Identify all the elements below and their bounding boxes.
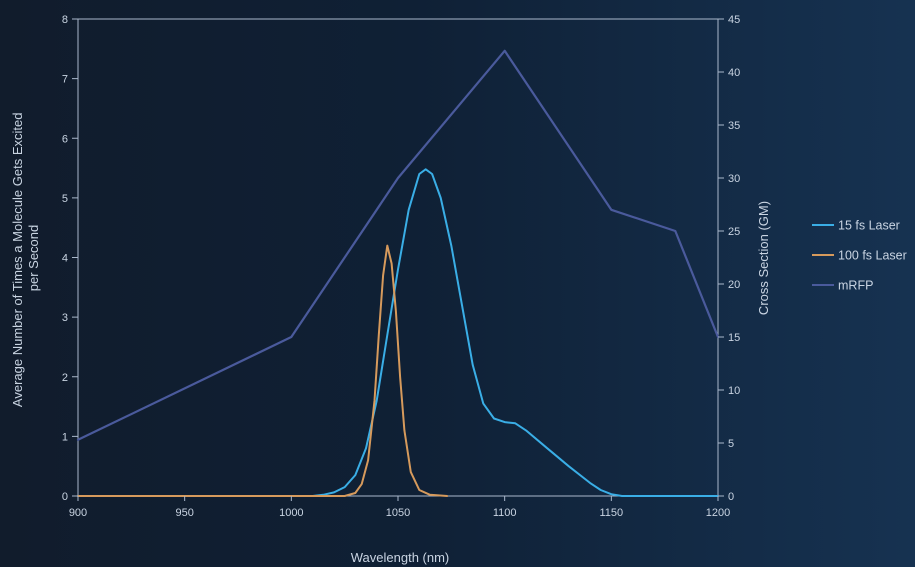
y2-tick-label: 0 <box>728 491 734 503</box>
legend-label: mRFP <box>838 279 873 293</box>
y-tick-label: 4 <box>62 253 68 265</box>
series-line-mrfp <box>76 49 720 441</box>
x-tick-label: 1200 <box>706 507 730 519</box>
y-tick-label: 8 <box>62 14 68 26</box>
legend: 15 fs Laser 100 fs Laser mRFP <box>812 219 907 293</box>
x-tick-label: 900 <box>69 507 87 519</box>
y2-axis-ticks: 0 5 10 15 20 25 30 35 40 45 <box>718 14 740 503</box>
y2-axis-title: Cross Section (GM) <box>756 201 771 315</box>
x-axis-ticks: 900 950 1000 1050 1100 1150 1200 <box>69 496 730 519</box>
y-axis-ticks: 0 1 2 3 4 5 6 7 8 <box>62 14 78 503</box>
y2-tick-label: 20 <box>728 279 740 291</box>
y2-tick-label: 5 <box>728 438 734 450</box>
y2-tick-label: 35 <box>728 120 740 132</box>
y-axis-title-line-2: per Second <box>26 225 41 292</box>
series-line-15-fs-laser <box>77 168 719 497</box>
series-line-100-fs-laser <box>77 244 449 497</box>
y2-tick-label: 15 <box>728 332 740 344</box>
x-tick-label: 1050 <box>386 507 410 519</box>
y2-tick-label: 45 <box>728 14 740 26</box>
y-tick-label: 6 <box>62 133 68 145</box>
y-tick-label: 2 <box>62 372 68 384</box>
y-tick-label: 3 <box>62 312 68 324</box>
y-axis-title-line-1: Average Number of Times a Molecule Gets … <box>10 113 25 408</box>
x-tick-label: 1000 <box>279 507 303 519</box>
x-tick-label: 1100 <box>493 507 517 519</box>
y-tick-label: 1 <box>62 431 68 443</box>
x-tick-label: 1150 <box>600 507 624 519</box>
legend-label: 15 fs Laser <box>838 219 900 233</box>
y-tick-label: 0 <box>62 491 68 503</box>
plot-frame <box>77 18 719 497</box>
legend-label: 100 fs Laser <box>838 249 907 263</box>
x-tick-label: 950 <box>175 507 193 519</box>
y-tick-label: 5 <box>62 193 68 205</box>
y2-tick-label: 40 <box>728 67 740 79</box>
plot-border <box>77 18 719 497</box>
y2-tick-label: 30 <box>728 173 740 185</box>
y2-tick-label: 10 <box>728 385 740 397</box>
x-axis-title: Wavelength (nm) <box>351 550 450 565</box>
y-axis-title: Average Number of Times a Molecule Gets … <box>10 109 41 407</box>
y-tick-label: 7 <box>62 74 68 86</box>
y2-tick-label: 25 <box>728 226 740 238</box>
series-layer <box>76 49 720 497</box>
